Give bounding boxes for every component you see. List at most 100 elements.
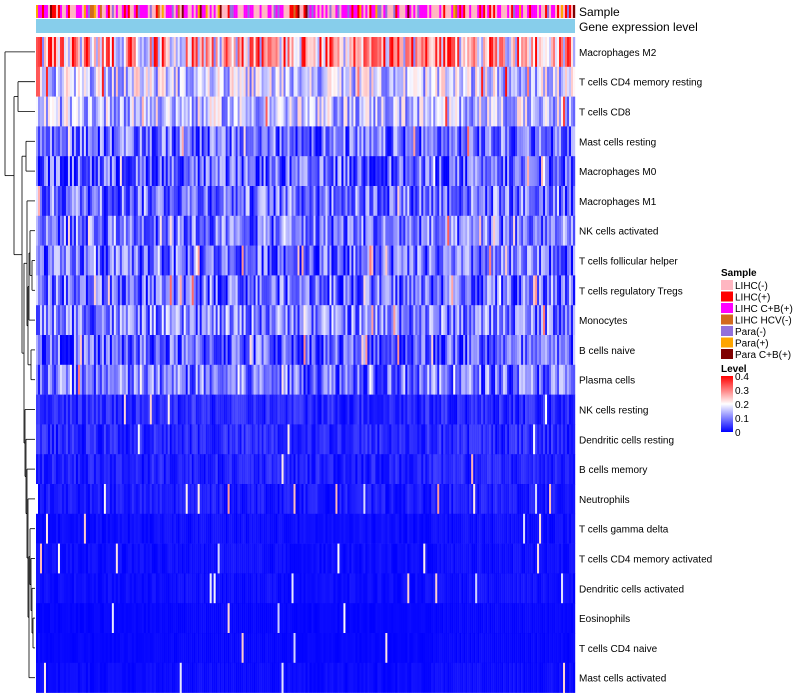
heatmap-cell (259, 335, 262, 366)
heatmap-cell (269, 37, 272, 68)
heatmap-cell (175, 156, 178, 187)
heatmap-cell (431, 394, 434, 425)
heatmap-cell (499, 513, 502, 544)
heatmap-cell (551, 96, 554, 127)
heatmap-cell (257, 394, 260, 425)
heatmap-cell (273, 37, 276, 68)
heatmap-cell (277, 424, 280, 455)
heatmap-cell (493, 513, 496, 544)
heatmap-cell (529, 305, 532, 336)
heatmap-cell (389, 364, 392, 395)
heatmap-cell (211, 126, 214, 157)
heatmap-cell (125, 245, 129, 276)
heatmap-cell (179, 424, 182, 455)
heatmap-cell (45, 186, 49, 217)
heatmap-cell (351, 364, 354, 395)
heatmap-cell (145, 513, 148, 544)
heatmap-cell (67, 335, 71, 366)
heatmap-cell (401, 275, 404, 306)
heatmap-cell (185, 424, 188, 455)
heatmap-cell (265, 305, 268, 336)
sample-cell (477, 5, 480, 18)
heatmap-cell (383, 215, 386, 246)
heatmap-cell (331, 305, 334, 336)
heatmap-cell (345, 454, 348, 485)
heatmap-cell (77, 245, 81, 276)
heatmap-cell (495, 37, 498, 68)
heatmap-cell (117, 156, 121, 187)
heatmap-cell (69, 335, 73, 366)
heatmap-cell (285, 96, 288, 127)
heatmap-cell (463, 513, 466, 544)
heatmap-cell (229, 37, 232, 68)
heatmap-cell (499, 66, 502, 97)
sample-cell (233, 5, 236, 18)
heatmap-cell (99, 126, 103, 157)
heatmap-cell (307, 37, 310, 68)
sample-cell (561, 5, 564, 18)
heatmap-cell (287, 126, 290, 157)
heatmap-cell (191, 513, 194, 544)
heatmap-cell (479, 394, 482, 425)
heatmap-cell (353, 156, 356, 187)
heatmap-cell (469, 245, 472, 276)
heatmap-cell (47, 484, 51, 515)
heatmap-cell (37, 275, 41, 306)
heatmap-cell (397, 245, 400, 276)
heatmap-cell (185, 156, 188, 187)
heatmap-cell (423, 275, 426, 306)
heatmap-cell (223, 186, 226, 217)
heatmap-cell (563, 335, 566, 366)
heatmap-cell (171, 96, 174, 127)
heatmap-cell (37, 96, 41, 127)
heatmap-cell (245, 335, 248, 366)
heatmap-cell (289, 245, 292, 276)
heatmap-cell (561, 305, 564, 336)
heatmap-cell (545, 156, 548, 187)
sample-cell (447, 5, 450, 18)
heatmap-cell (369, 186, 372, 217)
heatmap-cell (71, 275, 75, 306)
heatmap-cell (489, 215, 492, 246)
heatmap-cell (519, 424, 522, 455)
heatmap-cell (447, 484, 450, 515)
heatmap-cell (171, 394, 174, 425)
heatmap-cell (489, 305, 492, 336)
heatmap-cell (287, 96, 290, 127)
heatmap-cell (285, 335, 288, 366)
heatmap-cell (505, 275, 508, 306)
heatmap-cell (55, 454, 59, 485)
heatmap-cell (291, 394, 294, 425)
heatmap-cell (327, 305, 330, 336)
heatmap-cell (339, 513, 342, 544)
heatmap-cell (229, 275, 232, 306)
heatmap-cell (175, 305, 178, 336)
heatmap-cell (291, 484, 294, 515)
heatmap-cell (61, 186, 65, 217)
heatmap-cell (315, 37, 318, 68)
heatmap-cell (36, 543, 39, 574)
heatmap-cell (135, 215, 139, 246)
heatmap-cell (555, 424, 558, 455)
heatmap-cell (251, 66, 254, 97)
heatmap-cell (519, 454, 522, 485)
heatmap-cell (493, 66, 496, 97)
heatmap-cell (211, 96, 214, 127)
heatmap-cell (473, 335, 476, 366)
heatmap-cell (421, 156, 424, 187)
heatmap-cell (471, 484, 474, 515)
heatmap-cell (529, 66, 532, 97)
heatmap-cell (369, 66, 372, 97)
heatmap-cell (349, 275, 352, 306)
heatmap-cell (305, 484, 308, 515)
heatmap-cell (475, 513, 478, 544)
heatmap-cell (113, 275, 117, 306)
heatmap-cell (395, 335, 398, 366)
heatmap-cell (207, 245, 210, 276)
heatmap-cell (53, 364, 57, 395)
heatmap-cell (189, 126, 192, 157)
heatmap-cell (471, 37, 474, 68)
sample-cell (489, 5, 492, 18)
heatmap-cell (465, 484, 468, 515)
sample-cell (161, 5, 164, 18)
